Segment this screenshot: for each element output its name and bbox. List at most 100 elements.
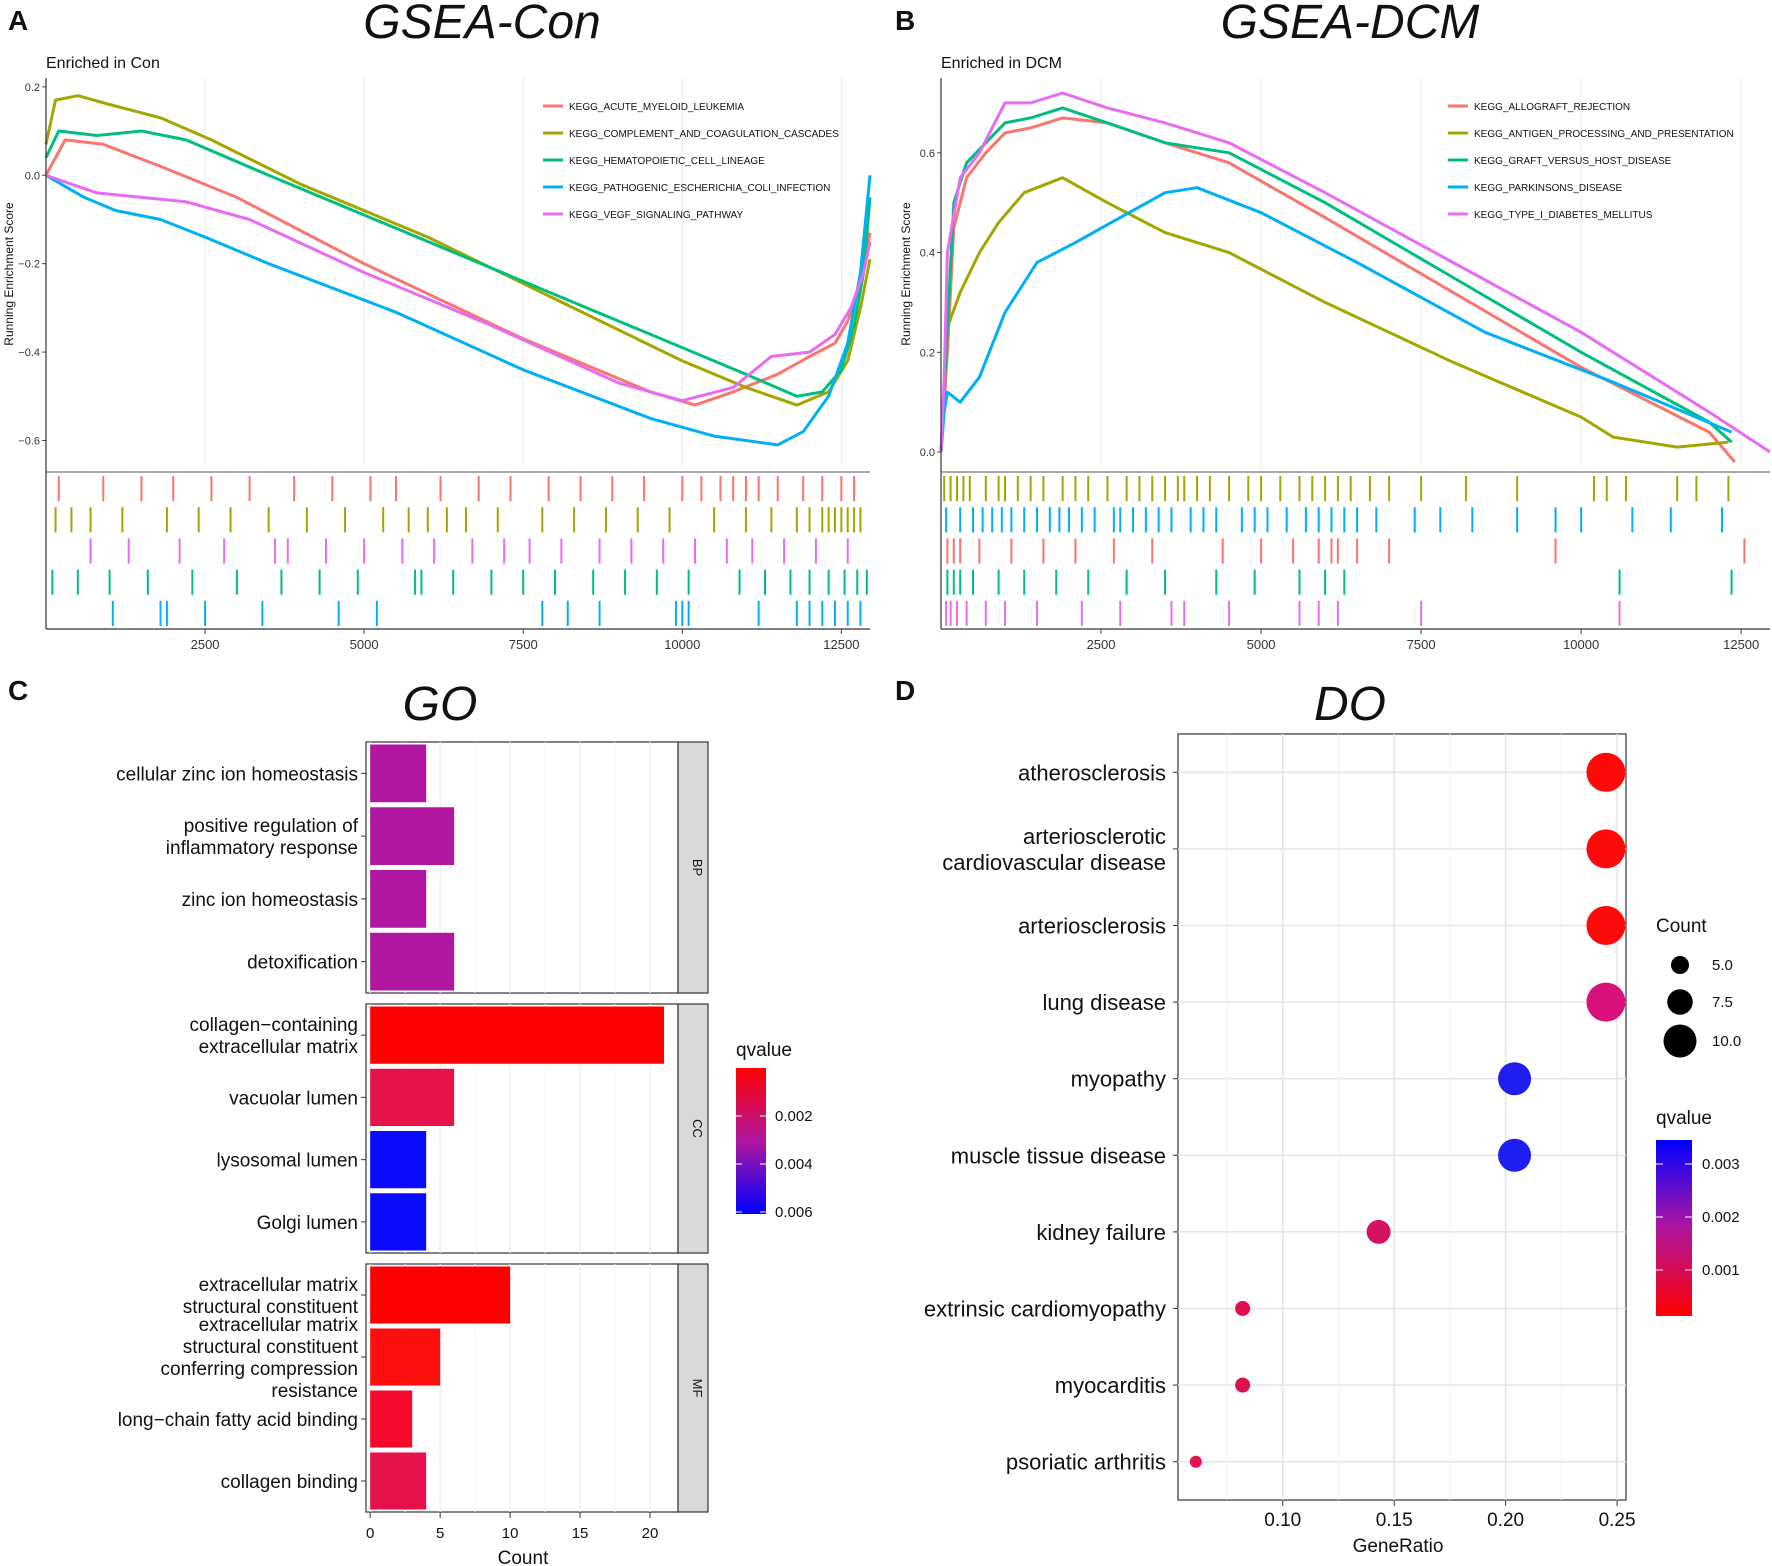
bar: [370, 1452, 427, 1510]
panel-a-subtitle: Enriched in Con: [46, 55, 160, 72]
category-label: myocarditis: [1055, 1373, 1166, 1398]
legend-label: KEGG_COMPLEMENT_AND_COAGULATION_CASCADES: [569, 129, 839, 140]
panel-c-legend-title: qvalue: [736, 1040, 792, 1061]
bar: [370, 1068, 455, 1127]
category-label: psoriatic arthritis: [1006, 1450, 1166, 1475]
panel-c-qvalue-legend: qvalue 0.002 0.004 0.006: [736, 1040, 813, 1221]
panel-a: GSEA-Con Enriched in Con Running Enrichm…: [2, 0, 872, 652]
panel-letter-b: B: [895, 5, 915, 36]
x-tick-label: 2500: [1087, 637, 1116, 652]
panel-d-legend-tick: 0.002: [1702, 1209, 1740, 1226]
y-tick-label: −0.6: [18, 435, 40, 447]
x-tick-label: 0.25: [1599, 1510, 1636, 1531]
panel-c-plot: cellular zinc ion homeostasis positive re…: [116, 741, 709, 1542]
x-tick-label: 0.15: [1376, 1510, 1413, 1531]
panel-d-plot: atherosclerosis arterioscleroticcardiovas…: [924, 733, 1636, 1531]
x-tick-label: 10000: [664, 637, 700, 652]
size-legend-dot: [1671, 956, 1689, 974]
panel-d-qvalue-legend-title: qvalue: [1656, 1108, 1712, 1129]
series-line-4: [939, 186, 1733, 453]
y-tick-label: 0.2: [25, 82, 40, 94]
facet-strip: [677, 1003, 709, 1254]
facet-strip-label: MF: [690, 1379, 705, 1398]
category-label: vacuolar lumen: [229, 1088, 358, 1109]
category-label: extrinsic cardiomyopathy: [924, 1297, 1166, 1322]
panel-d-count-legend: Count 5.0 7.5 10.0: [1656, 916, 1741, 1058]
series-line-5: [45, 173, 872, 403]
y-tick-label: −0.4: [18, 347, 40, 359]
series-line-5: [939, 91, 1771, 454]
category-label: arteriosclerotic: [1023, 824, 1166, 849]
x-tick-label: 12500: [1723, 637, 1759, 652]
y-tick-label: 0.0: [25, 170, 40, 182]
size-legend-dot: [1667, 989, 1693, 1015]
dot: [1189, 1455, 1202, 1468]
series-line-4: [45, 174, 872, 447]
panel-letter-c: C: [8, 675, 28, 706]
y-tick-label: 0.0: [920, 447, 935, 459]
panel-d: DO GeneRatio atherosclerosis arterioscler…: [924, 678, 1741, 1557]
category-label: positive regulation of: [184, 816, 359, 837]
panel-b-subtitle: Enriched in DCM: [941, 55, 1062, 72]
panel-a-plot: −0.6 −0.4 −0.2 0.0 0.2 KEGG_ACUTE_MYELOID_LEU…: [18, 78, 872, 652]
category-label: kidney failure: [1036, 1220, 1166, 1245]
bar: [370, 1006, 665, 1064]
panel-b-title: GSEA-DCM: [1221, 0, 1480, 49]
x-tick-label: 7500: [509, 637, 538, 652]
x-tick-label: 5000: [1247, 637, 1276, 652]
series-line-3: [44, 129, 872, 398]
x-tick-label: 12500: [823, 637, 859, 652]
x-tick-label: 0.20: [1487, 1510, 1524, 1531]
panel-c-title: GO: [403, 678, 478, 731]
legend-label: KEGG_ALLOGRAFT_REJECTION: [1474, 102, 1630, 113]
category-label: myopathy: [1071, 1067, 1166, 1092]
panel-d-xlabel: GeneRatio: [1353, 1536, 1444, 1557]
bar: [370, 1390, 413, 1448]
series-line-1: [44, 138, 872, 407]
facet-strip-label: BP: [690, 859, 705, 876]
dot: [1235, 1301, 1251, 1316]
panel-c-xlabel: Count: [498, 1548, 549, 1566]
x-tick-label: 10: [502, 1525, 519, 1542]
category-label: collagen binding: [221, 1472, 358, 1493]
category-label: extracellular matrix: [199, 1037, 359, 1058]
x-tick-label: 15: [572, 1525, 589, 1542]
legend-label: KEGG_ACUTE_MYELOID_LEUKEMIA: [569, 102, 744, 113]
legend-label: KEGG_HEMATOPOIETIC_CELL_LINEAGE: [569, 156, 765, 167]
y-tick-label: 0.2: [920, 347, 935, 359]
facet-strip-label: CC: [690, 1119, 705, 1138]
panel-b-plot: 0.0 0.2 0.4 0.6 KEGG_ALLOGRAFT_REJECTION KEGG…: [920, 78, 1771, 652]
panel-d-title: DO: [1314, 678, 1386, 731]
category-label: extracellular matrix: [199, 1315, 359, 1336]
panel-d-qvalue-legend: qvalue 0.003 0.002 0.001: [1656, 1108, 1740, 1316]
category-label: conferring compression: [161, 1359, 358, 1380]
panel-d-legend-tick: 0.001: [1702, 1262, 1740, 1279]
bar: [370, 932, 455, 991]
dot: [1498, 1138, 1532, 1172]
dot: [1586, 982, 1626, 1022]
x-tick-label: 0: [366, 1525, 374, 1542]
panel-d-legend-colorbar: [1656, 1140, 1692, 1316]
panel-c-legend-tick: 0.006: [775, 1204, 813, 1221]
x-tick-label: 2500: [191, 637, 220, 652]
category-label: inflammatory response: [166, 838, 358, 859]
panel-c-legend-tick: 0.004: [775, 1156, 813, 1173]
panel-d-legend-tick: 0.003: [1702, 1156, 1740, 1173]
plot-panel: [1177, 733, 1627, 1501]
series-line-2: [939, 176, 1729, 453]
panel-b: GSEA-DCM Enriched in DCM Running Enrichm…: [899, 0, 1771, 652]
panel-c-legend-tick: 0.002: [775, 1108, 813, 1125]
x-tick-label: 10000: [1563, 637, 1599, 652]
category-label: long−chain fatty acid binding: [118, 1410, 358, 1431]
x-tick-label: 0.10: [1264, 1510, 1301, 1531]
category-label: lung disease: [1042, 990, 1166, 1015]
legend-label: KEGG_ANTIGEN_PROCESSING_AND_PRESENTATION: [1474, 129, 1734, 140]
panel-d-count-legend-title: Count: [1656, 916, 1707, 937]
category-label: detoxification: [247, 953, 358, 974]
legend-label: KEGG_GRAFT_VERSUS_HOST_DISEASE: [1474, 156, 1672, 167]
dot: [1366, 1219, 1391, 1244]
bar: [370, 1193, 427, 1251]
x-tick-label: 20: [642, 1525, 659, 1542]
